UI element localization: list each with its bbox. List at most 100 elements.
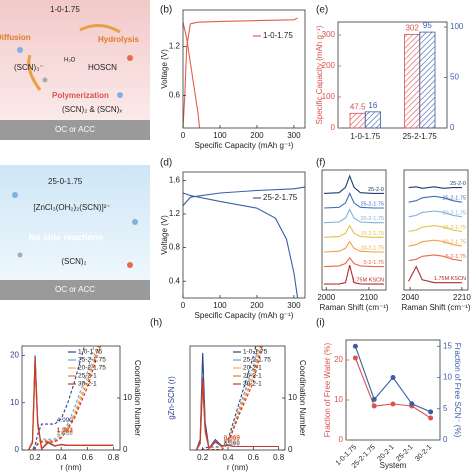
x-tick-label: 300	[287, 131, 301, 140]
y-axis-label: Voltage (V)	[160, 49, 169, 89]
label: (SCN)₂ & (SCN)ₓ	[62, 105, 122, 114]
y2-tick-label: 0	[288, 445, 293, 454]
y2-tick-label: 100	[450, 22, 464, 31]
point	[390, 375, 396, 380]
background	[0, 165, 150, 280]
frame	[403, 169, 469, 291]
x-tick-label: 0.4	[222, 453, 234, 462]
label: (SCN)₃⁻	[14, 63, 44, 72]
x-axis-label: System	[380, 461, 407, 470]
x-tick-label: 0.2	[30, 453, 42, 462]
line	[408, 265, 462, 284]
x-tick-label: 0.4	[56, 453, 68, 462]
x-tick-label: 0	[181, 301, 186, 310]
point	[390, 401, 396, 407]
y-tick-label: 200	[322, 61, 336, 70]
bar	[364, 111, 381, 129]
bar	[419, 31, 436, 129]
electrode	[0, 280, 150, 300]
x-tick-label: 0.8	[108, 453, 120, 462]
plot	[183, 17, 298, 128]
y-tick-label: 1.2	[169, 42, 181, 51]
y-tick-label: 0	[15, 445, 20, 454]
y-tick-label: 10	[10, 398, 19, 407]
x-tick-label: 0.6	[82, 453, 94, 462]
x-tick-label: 100	[213, 131, 227, 140]
label: [ZnCl₃(OH₂)₂(SCN)]²⁻	[33, 203, 110, 212]
line	[28, 364, 114, 450]
line	[324, 192, 384, 209]
legend-label: 25-2-1.75	[243, 357, 271, 364]
y-tick-label: 10	[334, 395, 343, 404]
legend-label: 1-0-1.75	[78, 349, 103, 356]
curve-label: 25-2-0	[450, 181, 466, 187]
label: Hydrolysis	[98, 35, 139, 44]
annotation: 4.990	[57, 417, 74, 424]
panel-label: (d)	[160, 158, 172, 169]
y-axis-label: Fraction of Free Water (%)	[323, 342, 332, 437]
x-tick-label: 200	[250, 131, 264, 140]
label: Diffusion	[0, 33, 31, 42]
curve-label: 5-2-1.75	[446, 254, 467, 260]
point	[428, 409, 434, 415]
y-axis-label: gZn-SCN (r)	[167, 376, 176, 420]
x-tick-label: 0.6	[248, 453, 260, 462]
legend-label: 30-2-1	[78, 381, 97, 388]
x-axis-label: Specific Capacity (mAh g⁻¹)	[195, 141, 294, 150]
x-axis-label: r (nm)	[60, 463, 82, 472]
y-tick-label: 300	[322, 30, 336, 39]
point	[371, 403, 377, 409]
point	[409, 401, 415, 407]
y2-tick-label: 0	[450, 123, 455, 132]
y2-tick-label: 10	[443, 373, 452, 382]
x-tick-label: 0	[181, 131, 186, 140]
point	[428, 415, 434, 421]
panel-label: (f)	[316, 158, 325, 169]
molecule	[17, 47, 23, 53]
y-tick-label: 0.4	[169, 276, 181, 285]
molecule	[17, 252, 23, 258]
line	[324, 256, 384, 268]
legend-label: 25-2-1	[78, 373, 97, 380]
y2-tick-label: 50	[450, 73, 459, 82]
title: 1-0-1.75	[50, 5, 80, 14]
y-tick-label: 20	[334, 355, 343, 364]
x-tick-label: 2100	[360, 293, 378, 302]
curve-label: 15-2-1.75	[442, 225, 466, 231]
electrode	[0, 120, 150, 140]
legend-label: 30-2-1	[243, 381, 262, 388]
annotation: 0.076	[224, 440, 241, 447]
curve-label: 25-2-1.75	[442, 196, 466, 202]
plot	[354, 346, 431, 419]
line	[28, 369, 114, 450]
value-label: 302	[405, 24, 419, 33]
molecule	[12, 192, 18, 198]
curve-label: 25-2-1.75	[360, 202, 384, 208]
annotation: 2.069	[57, 430, 74, 437]
molecule	[117, 92, 123, 98]
legend-label: 20-2-1	[243, 365, 262, 372]
frame	[337, 21, 448, 129]
frame	[345, 339, 441, 441]
curve-label: 10-2-1.75	[442, 240, 466, 246]
y-axis-label: Voltage (V)	[160, 215, 169, 255]
y-tick-label: 1.6	[169, 176, 181, 185]
y-tick-label: 20	[10, 351, 19, 360]
x-tick-label: 1-0-1.75	[350, 132, 380, 141]
y-tick-label: 1.2	[169, 209, 181, 218]
line	[324, 264, 384, 285]
x-axis-label: Raman Shift (cm⁻¹)	[319, 303, 388, 312]
line	[408, 186, 462, 189]
line	[183, 186, 305, 298]
arrow	[27, 54, 42, 91]
curve-label: 1.75M KSCN	[352, 278, 384, 284]
label: Polymerization	[52, 91, 109, 100]
line	[408, 210, 462, 218]
bar	[349, 112, 366, 129]
y-axis-label: Specific Capacity (mAh g⁻¹)	[315, 25, 324, 124]
frame	[182, 171, 306, 299]
annotation: 1.798	[57, 429, 74, 436]
y-tick-label: 100	[322, 92, 336, 101]
panel-a: 1-0-1.75 Diffusion Hydrolysis (SCN)₃⁻ H₂…	[0, 0, 150, 140]
